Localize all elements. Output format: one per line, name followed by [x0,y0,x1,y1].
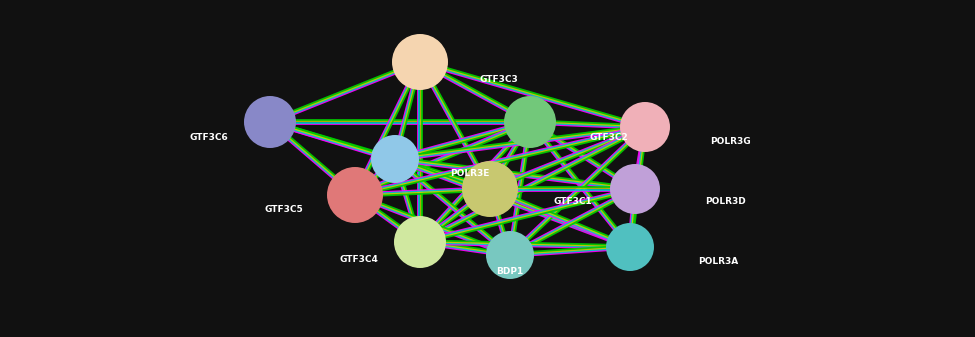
Text: POLR3A: POLR3A [698,257,738,267]
Circle shape [606,223,654,271]
Circle shape [620,102,670,152]
Circle shape [394,216,446,268]
Circle shape [504,96,556,148]
Circle shape [610,164,660,214]
Text: GTF3C5: GTF3C5 [264,205,303,214]
Circle shape [486,231,534,279]
Text: GTF3C3: GTF3C3 [480,74,519,84]
Circle shape [244,96,296,148]
Text: GTF3C2: GTF3C2 [590,132,629,142]
Text: POLR3D: POLR3D [705,197,746,207]
Circle shape [462,161,518,217]
Text: POLR3E: POLR3E [450,170,489,179]
Text: POLR3G: POLR3G [710,136,751,146]
Text: GTF3C1: GTF3C1 [553,197,592,207]
Text: GTF3C6: GTF3C6 [189,132,228,142]
Text: GTF3C4: GTF3C4 [339,254,378,264]
Circle shape [327,167,383,223]
Circle shape [371,135,419,183]
Circle shape [392,34,448,90]
Text: BDP1: BDP1 [496,268,524,276]
